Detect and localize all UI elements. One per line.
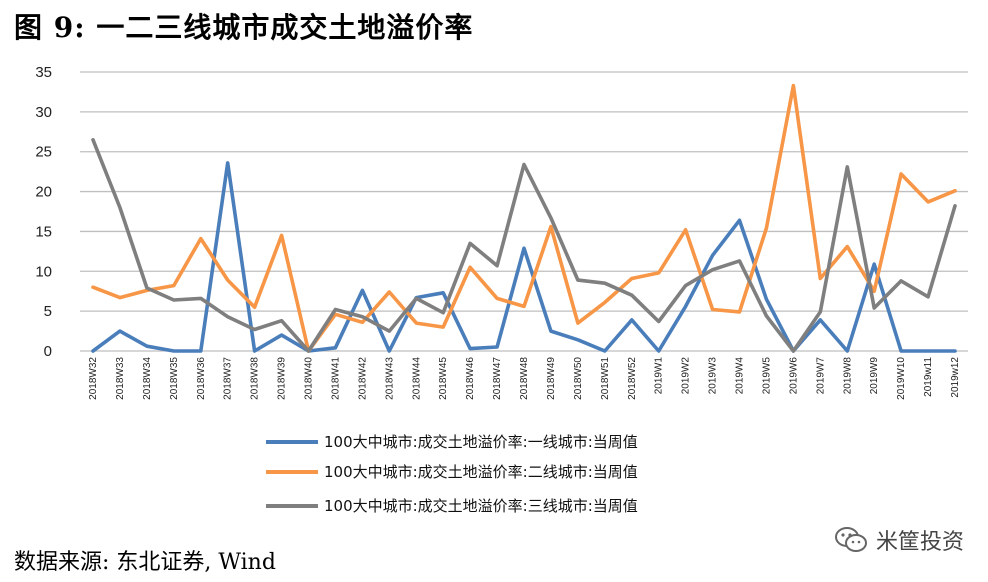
y-tick-label: 10 — [35, 263, 52, 280]
x-tick-label: 2018W35 — [169, 357, 180, 400]
grid-lines — [80, 71, 968, 352]
x-tick-label: 2018W42 — [357, 357, 368, 400]
page-title: 图 9: 一二三线城市成交土地溢价率 — [14, 11, 474, 44]
x-axis-ticks: 2018W32 2018W33 2018W34 2018W35 2018W36 2018W… — [88, 357, 961, 400]
y-axis-ticks: 0 5 10 15 20 25 30 35 — [35, 64, 52, 360]
x-tick-label: 2018W44 — [411, 357, 422, 400]
x-tick-label: 2018W46 — [465, 357, 476, 400]
legend-label-1: 100大中城市:成交土地溢价率:一线城市:当周值 — [324, 433, 638, 451]
y-tick-label: 35 — [35, 64, 52, 81]
x-tick-label: 2018W34 — [142, 357, 153, 400]
x-tick-label: 2018W52 — [627, 357, 638, 400]
x-tick-label: 2018W38 — [250, 357, 261, 400]
x-tick-label: 2019W3 — [708, 357, 719, 395]
x-tick-label: 2018W48 — [519, 357, 530, 400]
y-tick-label: 0 — [44, 343, 52, 360]
watermark-text: 米筐投资 — [875, 530, 964, 555]
wechat-icon — [834, 527, 867, 552]
x-tick-label: 2019W7 — [815, 357, 826, 395]
x-tick-label: 2018W41 — [330, 357, 341, 400]
x-tick-label: 2018W37 — [223, 357, 234, 400]
source-note: 数据来源: 东北证券, Wind — [14, 550, 276, 575]
series-line-3 — [91, 138, 957, 353]
y-tick-label: 15 — [35, 223, 52, 240]
x-tick-label: 2018W33 — [115, 357, 126, 400]
x-tick-label: 2019W5 — [761, 357, 772, 395]
x-tick-label: 2018W40 — [304, 357, 315, 400]
y-tick-label: 20 — [35, 184, 52, 201]
x-tick-label: 2018W32 — [88, 357, 99, 400]
x-tick-label: 2019w11 — [923, 357, 934, 397]
x-tick-label: 2019W1 — [654, 357, 665, 395]
legend: 100大中城市:成交土地溢价率:一线城市:当周值 100大中城市:成交土地溢价率:… — [266, 433, 638, 515]
legend-label-3: 100大中城市:成交土地溢价率:三线城市:当周值 — [324, 497, 638, 515]
x-tick-label: 2019w12 — [950, 357, 961, 398]
x-tick-label: 2019W4 — [735, 357, 746, 395]
x-tick-label: 2019W9 — [869, 357, 880, 395]
x-tick-label: 2018W50 — [573, 357, 584, 400]
watermark: 米筐投资 — [834, 524, 964, 556]
x-tick-label: 2018W47 — [492, 357, 503, 400]
x-tick-label: 2018W36 — [196, 357, 207, 400]
y-tick-label: 30 — [35, 104, 52, 121]
x-tick-label: 2018W51 — [600, 357, 611, 400]
x-tick-label: 2019W10 — [896, 357, 907, 400]
x-tick-label: 2018W39 — [277, 357, 288, 400]
x-tick-label: 2019W6 — [788, 357, 799, 395]
x-tick-label: 2018W45 — [438, 357, 449, 400]
series-lines — [91, 83, 957, 353]
y-tick-label: 5 — [44, 303, 52, 320]
legend-label-2: 100大中城市:成交土地溢价率:二线城市:当周值 — [324, 463, 638, 481]
x-tick-label: 2018W49 — [546, 357, 557, 400]
x-tick-label: 2018W43 — [384, 357, 395, 400]
series-line-2 — [91, 83, 957, 353]
x-tick-label: 2019W8 — [842, 357, 853, 395]
y-tick-label: 25 — [35, 144, 52, 161]
x-tick-label: 2019W2 — [681, 357, 692, 395]
series-line-1 — [91, 161, 957, 353]
